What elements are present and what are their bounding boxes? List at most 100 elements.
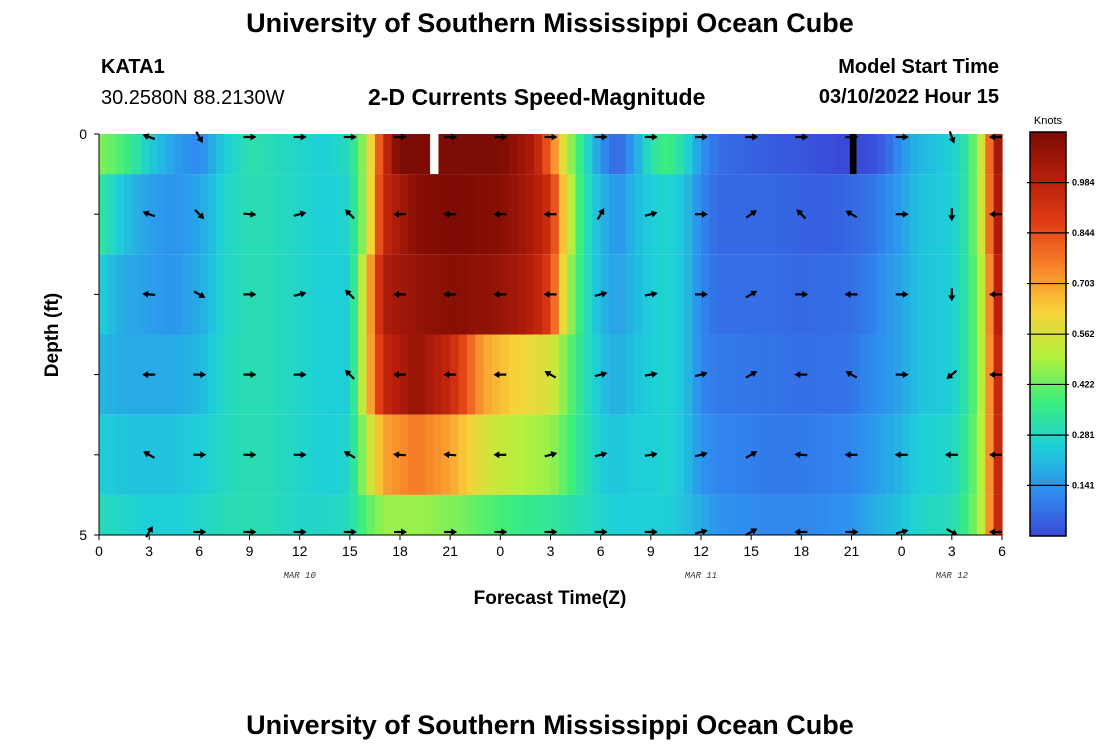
- heatmap-cell: [174, 134, 184, 175]
- x-tick-label: 6: [195, 543, 203, 559]
- heatmap-cell: [960, 134, 970, 175]
- heatmap-cell: [466, 494, 476, 535]
- chart-main-title: University of Southern Mississippi Ocean…: [246, 8, 854, 38]
- heatmap-cell: [349, 254, 359, 335]
- arrow-head: [894, 451, 901, 459]
- x-tick-label: 6: [998, 543, 1006, 559]
- current-arrow: [694, 528, 708, 536]
- heatmap-cell: [308, 174, 317, 255]
- heatmap-cell: [224, 494, 234, 535]
- arrow-head: [393, 210, 399, 218]
- current-arrow: [142, 371, 156, 379]
- heatmap-cell: [717, 494, 727, 535]
- heatmap-cell: [876, 334, 886, 415]
- heatmap-cell: [216, 174, 226, 255]
- arrow-head: [750, 210, 757, 217]
- heatmap-cell: [567, 334, 577, 415]
- heatmap-cell: [968, 494, 978, 535]
- heatmap-cell: [734, 494, 744, 535]
- current-arrow: [644, 528, 658, 536]
- heatmap-cell: [692, 494, 702, 535]
- heatmap-cell: [282, 134, 292, 175]
- arrow-head: [443, 290, 450, 298]
- y-tick-label: 5: [79, 527, 87, 543]
- heatmap-cell: [517, 174, 527, 255]
- current-arrow: [443, 210, 457, 218]
- heatmap-cell: [567, 414, 577, 495]
- arrow-head: [493, 210, 500, 218]
- heatmap-cell: [901, 134, 911, 175]
- colorbar-tick-label: 0.141: [1072, 480, 1095, 490]
- arrow-head: [300, 528, 307, 536]
- heatmap-cell: [985, 134, 995, 175]
- heatmap-cell: [851, 174, 861, 255]
- heatmap-cell: [659, 134, 669, 175]
- arrow-head: [344, 289, 352, 297]
- heatmap-cell: [216, 494, 226, 535]
- heatmap-cell: [784, 174, 794, 255]
- heatmap-cell: [190, 174, 200, 255]
- heatmap-cell: [333, 414, 343, 495]
- heatmap-cell: [876, 494, 886, 535]
- heatmap-cell: [826, 494, 836, 535]
- heatmap-cell: [709, 494, 719, 535]
- heatmap-cell: [257, 414, 267, 495]
- heatmap-cell: [257, 334, 267, 415]
- current-arrow: [544, 451, 558, 458]
- heatmap-cell: [776, 494, 786, 535]
- current-arrow: [193, 528, 207, 536]
- heatmap-cell: [692, 134, 702, 175]
- heatmap-cell: [935, 254, 945, 335]
- current-arrow: [344, 209, 355, 220]
- heatmap-cell: [960, 414, 970, 495]
- current-arrow: [194, 209, 205, 220]
- heatmap-cell: [918, 414, 928, 495]
- heatmap-cell: [291, 134, 301, 175]
- current-arrow: [845, 371, 858, 379]
- heatmap-cell: [617, 494, 627, 535]
- heatmap-cell: [316, 494, 326, 535]
- arrow-head: [142, 371, 149, 379]
- heatmap-cell: [483, 174, 493, 255]
- heatmap-cell: [232, 494, 242, 535]
- heatmap-cell: [826, 414, 836, 495]
- arrow-head: [598, 208, 605, 216]
- heatmap-cell: [575, 134, 585, 175]
- heatmap-cell: [951, 134, 961, 175]
- heatmap-cell: [960, 174, 970, 255]
- heatmap-cell: [416, 174, 426, 255]
- heatmap-cell: [475, 414, 485, 495]
- heatmap-cell: [859, 414, 869, 495]
- heatmap-cell: [826, 334, 836, 415]
- heatmap-cell: [458, 174, 468, 255]
- heatmap-cell: [943, 174, 953, 255]
- heatmap-cell: [99, 414, 108, 495]
- heatmap-cell: [701, 494, 710, 535]
- heatmap-cell: [809, 254, 819, 335]
- heatmap-cell: [475, 134, 485, 175]
- heatmap-cell: [157, 254, 167, 335]
- heatmap-cell: [316, 334, 326, 415]
- heatmap-cell: [416, 414, 426, 495]
- heatmap-cell: [809, 494, 819, 535]
- arrow-head: [300, 451, 307, 459]
- heatmap-cell: [517, 414, 527, 495]
- current-arrow: [494, 528, 508, 536]
- arrow-head: [750, 290, 758, 297]
- heatmap-cell: [968, 334, 978, 415]
- heatmap-cell: [625, 494, 635, 535]
- heatmap-cell: [266, 334, 276, 415]
- arrow-head: [299, 210, 307, 218]
- heatmap-cell: [366, 494, 376, 535]
- heatmap-cell: [767, 414, 777, 495]
- heatmap-cell: [759, 494, 769, 535]
- arrow-head: [443, 210, 450, 218]
- heatmap-cell: [333, 254, 343, 335]
- heatmap-cell: [717, 414, 727, 495]
- heatmap-cell: [792, 134, 802, 175]
- heatmap-cell: [174, 414, 184, 495]
- heatmap-cell: [266, 174, 276, 255]
- heatmap-cell: [282, 174, 292, 255]
- current-arrow: [243, 133, 257, 141]
- heatmap-cell: [742, 254, 752, 335]
